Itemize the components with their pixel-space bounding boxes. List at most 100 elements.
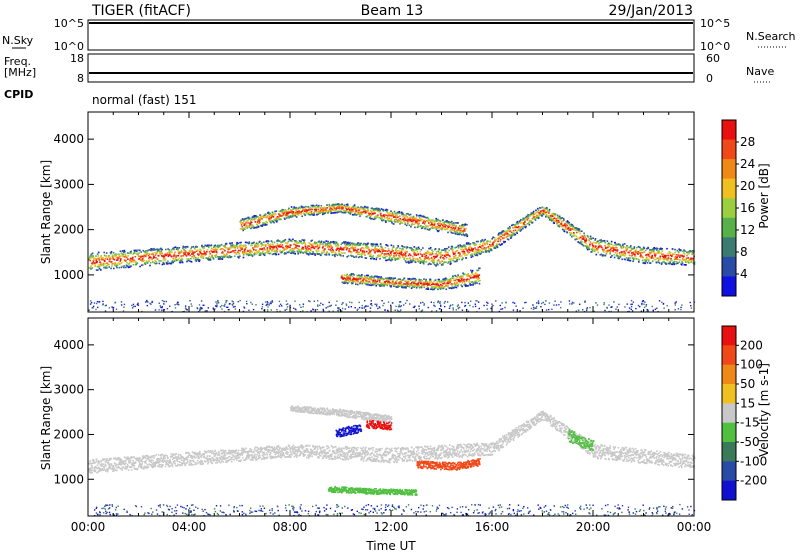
scatter-cell [631,300,632,301]
scatter-cell [258,244,260,246]
scatter-cell [531,220,533,222]
scatter-cell [158,249,160,251]
scatter-cell [452,246,454,248]
scatter-cell [675,304,676,305]
scatter-cell [380,213,382,215]
scatter-cell [210,258,212,260]
scatter-cell [246,227,248,229]
scatter-cell [672,248,674,250]
scatter-cell [395,250,397,252]
scatter-cell [244,248,246,250]
scatter-cell [447,248,449,250]
scatter-cell [437,254,439,256]
scatter-cell [396,283,398,285]
scatter-cell [288,241,290,243]
scatter-cell [92,262,94,264]
scatter-cell [488,241,490,243]
scatter-cell [579,230,581,232]
scatter-cell [448,261,450,263]
scatter-cell [284,218,286,220]
scatter-cell [612,251,614,253]
scatter-cell [364,306,365,307]
scatter-cell [349,248,351,250]
scatter-cell [267,306,268,307]
scatter-cell [426,281,428,283]
scatter-cell [367,275,369,277]
scatter-cell [678,308,679,309]
scatter-cell [406,251,408,253]
scatter-cell [456,309,457,310]
nsky-panel: N.Sky 10^5 10^0 10^5 10^0 N.Search [2,17,796,53]
scatter-cell [559,216,561,218]
scatter-cell [507,230,509,232]
scatter-cell [352,244,354,246]
scatter-cell [263,247,265,249]
scatter-cell [302,310,303,311]
scatter-cell [387,251,389,253]
scatter-cell [189,260,191,262]
scatter-cell [451,258,453,260]
scatter-cell [381,252,383,254]
scatter-cell [444,282,446,284]
scatter-cell [476,241,478,243]
scatter-cell [376,304,377,305]
scatter-cell [292,215,294,217]
scatter-cell [174,255,176,257]
scatter-cell [328,241,330,243]
scatter-cell [357,208,359,210]
scatter-cell [558,304,559,305]
scatter-cell [489,250,491,252]
scatter-cell [291,206,293,208]
scatter-cell [377,281,379,283]
scatter-cell [515,306,516,307]
scatter-cell [394,211,396,213]
scatter-cell [418,247,420,249]
scatter-cell [476,244,478,246]
scatter-cell [268,249,270,251]
scatter-cell [457,257,459,259]
scatter-cell [215,246,217,248]
scatter-cell [124,304,125,305]
scatter-cell [406,213,408,215]
scatter-cell [604,310,605,311]
scatter-cell [430,254,432,256]
scatter-cell [549,209,551,211]
scatter-cell [637,253,639,255]
scatter-cell [396,254,398,256]
scatter-cell [434,220,436,222]
scatter-cell [563,219,565,221]
scatter-cell [409,257,411,259]
scatter-cell [116,309,117,310]
scatter-cell [681,264,683,266]
scatter-cell [685,264,687,266]
scatter-cell [470,270,472,272]
scatter-cell [375,259,377,261]
scatter-cell [305,244,307,246]
scatter-cell [395,221,397,223]
scatter-cell [465,223,467,225]
scatter-cell [333,212,335,214]
scatter-cell [500,236,502,238]
scatter-cell [421,219,423,221]
scatter-cell [546,214,548,216]
scatter-cell [398,306,399,307]
scatter-cell [302,206,304,208]
scatter-cell [160,253,162,255]
scatter-cell [258,217,260,219]
scatter-cell [134,260,136,262]
scatter-cell [437,264,439,266]
scatter-cell [138,305,139,306]
scatter-cell [288,208,290,210]
scatter-cell [387,209,389,211]
scatter-cell [638,305,639,306]
scatter-cell [635,256,637,258]
scatter-cell [233,306,234,307]
scatter-cell [342,207,344,209]
date-title: 29/Jan/2013 [609,3,693,19]
scatter-cell [483,305,484,306]
scatter-cell [383,209,385,211]
scatter-cell [303,306,304,307]
scatter-cell [303,252,305,254]
scatter-cell [579,229,581,231]
scatter-cell [196,260,198,262]
